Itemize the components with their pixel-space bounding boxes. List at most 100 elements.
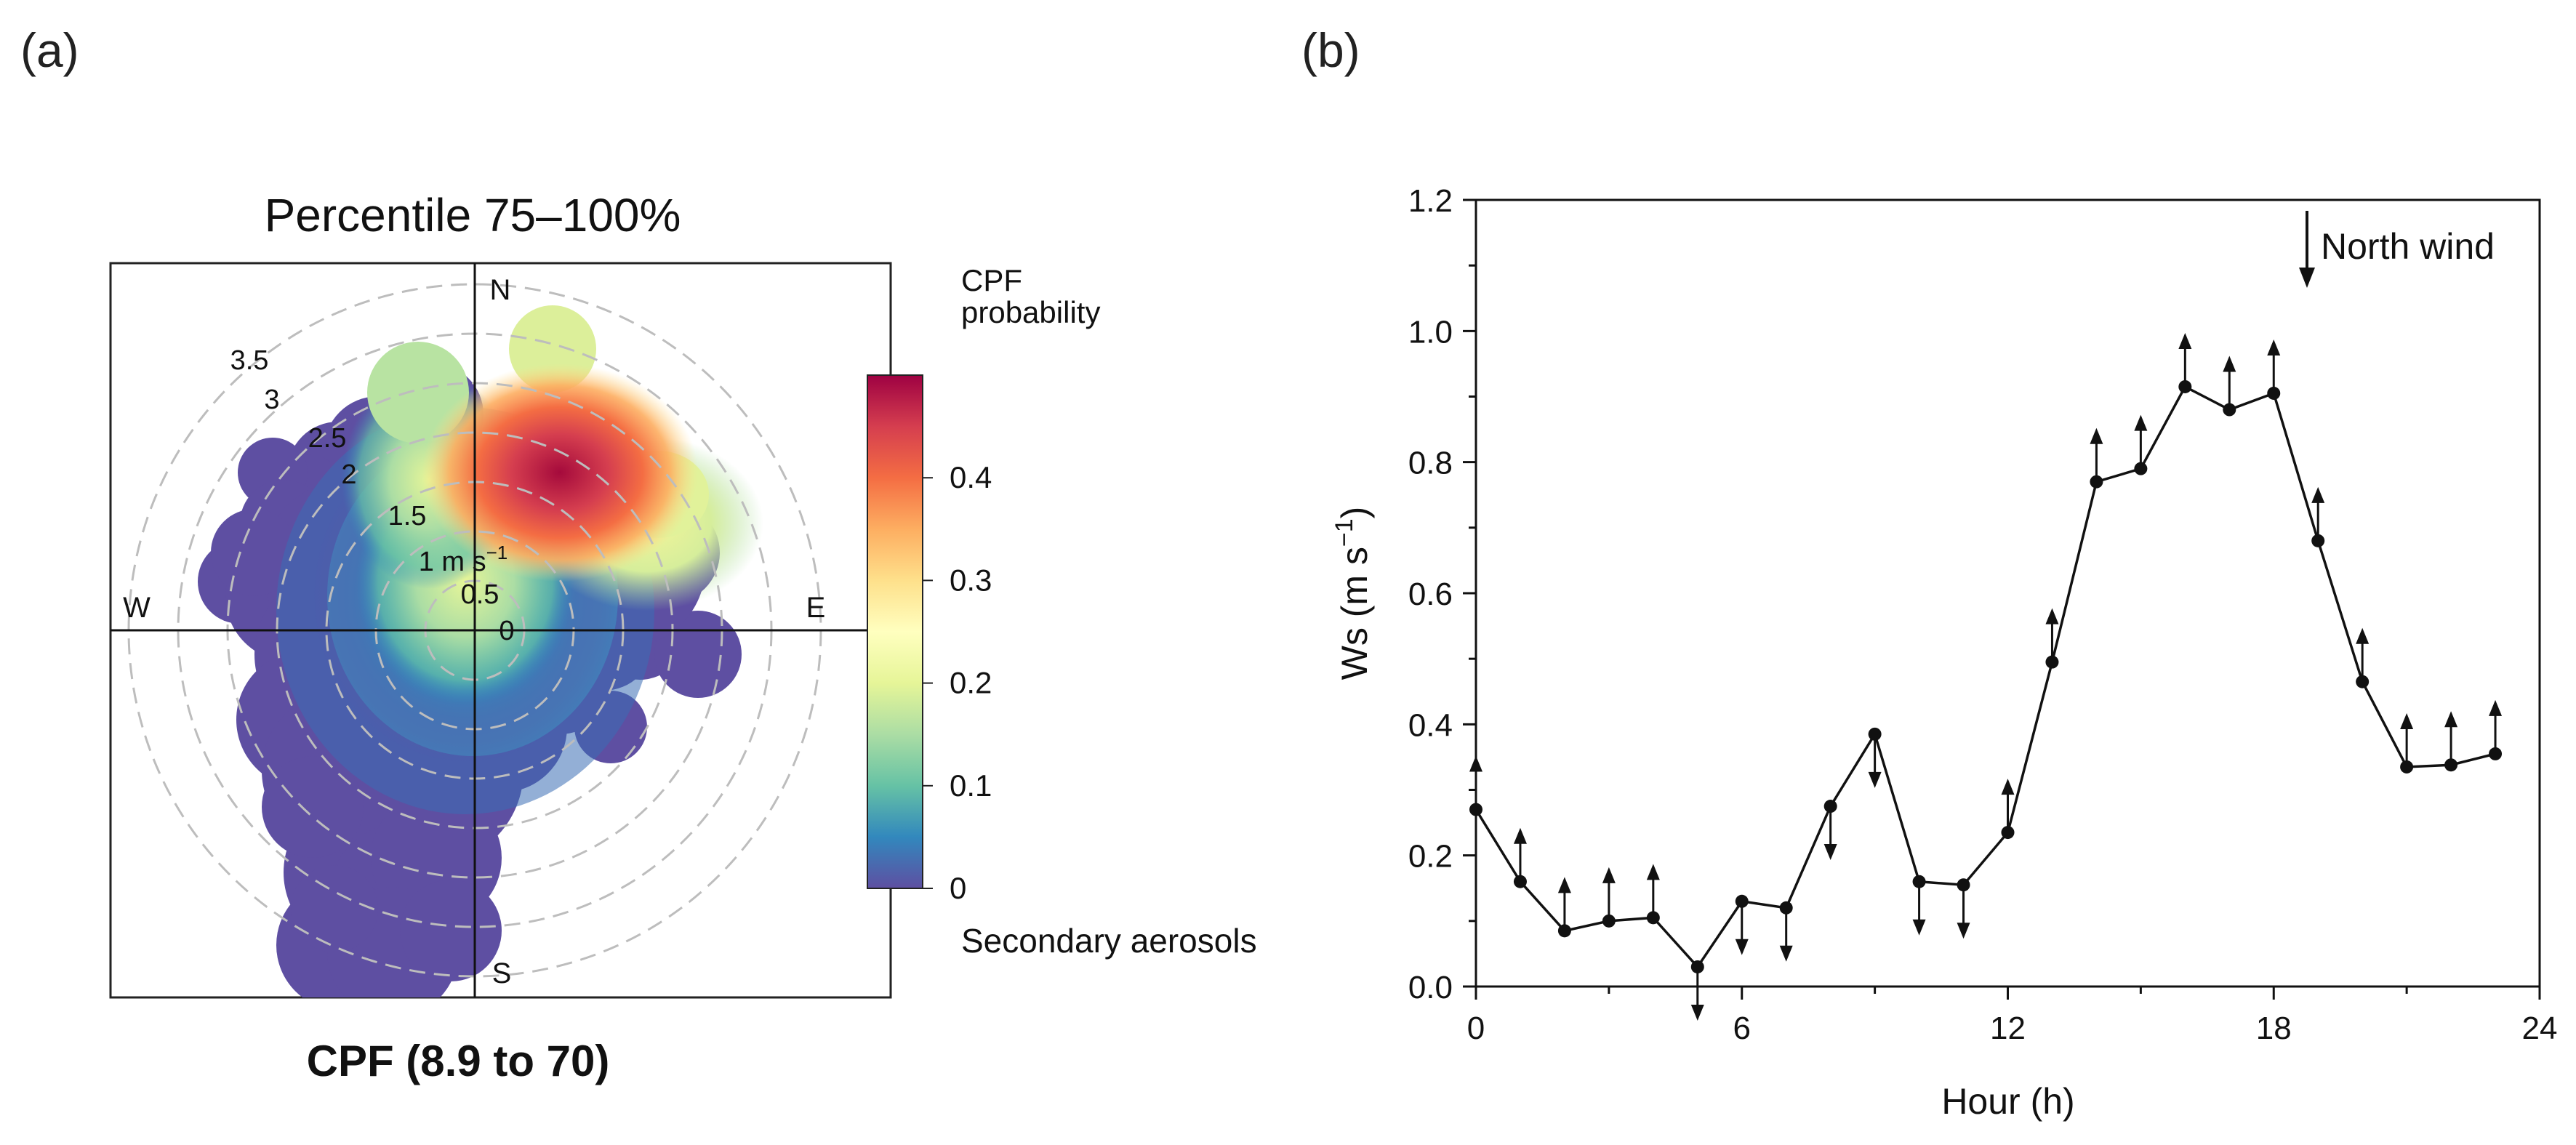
y-tick-label: 0.0 xyxy=(1408,970,1453,1005)
x-tick-label: 6 xyxy=(1733,1011,1751,1046)
ring-label-1: 1 m s−1 xyxy=(419,542,508,577)
y-tick-label: 0.4 xyxy=(1408,707,1453,743)
data-point xyxy=(1469,803,1482,816)
data-point xyxy=(2356,675,2370,688)
wind-arrow-head xyxy=(2223,355,2236,372)
data-point xyxy=(2223,403,2236,417)
y-tick-label: 0.2 xyxy=(1408,839,1453,875)
polar-title: Percentile 75–100% xyxy=(265,189,681,241)
wind-arrow-head xyxy=(1690,1004,1704,1021)
compass-west: W xyxy=(123,592,151,624)
ring-label-2: 2 xyxy=(341,459,356,490)
cpf-cell xyxy=(654,611,742,698)
y-tick-label: 1.2 xyxy=(1408,183,1453,219)
wind-arrow-head xyxy=(2178,332,2192,349)
colorbar-title-line2: probability xyxy=(961,295,1100,329)
wind-arrow-head xyxy=(1602,867,1616,883)
wind-arrow-head xyxy=(2444,711,2458,728)
colorbar-tick-label: 0.3 xyxy=(950,563,992,597)
wind-arrow-head xyxy=(1957,923,1970,939)
colorbar-tick-label: 0 xyxy=(950,871,966,905)
cpf-cell xyxy=(291,865,378,952)
x-axis-label: Hour (h) xyxy=(1941,1081,2074,1122)
data-point xyxy=(1823,800,1837,813)
legend-text: North wind xyxy=(2321,226,2495,267)
panel-b-label: (b) xyxy=(1301,23,1360,77)
wind-arrow-head xyxy=(2489,699,2503,716)
wind-arrow-head xyxy=(1779,945,1793,962)
x-tick-label: 24 xyxy=(2522,1011,2558,1046)
wind-arrow-head xyxy=(2001,779,2015,795)
wind-arrow-head xyxy=(2045,608,2059,624)
colorbar-footer: Secondary aerosols xyxy=(961,922,1257,960)
data-point xyxy=(1868,727,1882,741)
cpf-cell xyxy=(400,880,502,981)
ring-label-3-5: 3.5 xyxy=(230,345,269,376)
colorbar-tick-label: 0.1 xyxy=(950,768,992,803)
wind-speed-line xyxy=(1474,385,2496,969)
data-point xyxy=(2311,534,2325,547)
y-tick-label: 1.0 xyxy=(1408,314,1453,350)
y-tick-label: 0.8 xyxy=(1408,446,1453,481)
data-point xyxy=(2444,758,2458,772)
data-point xyxy=(1912,875,1926,888)
wind-arrow-head xyxy=(2090,427,2103,444)
x-tick-label: 18 xyxy=(2256,1011,2292,1046)
wind-arrow-head xyxy=(1735,939,1749,955)
data-point xyxy=(2267,386,2281,400)
compass-north: N xyxy=(490,274,511,306)
data-point xyxy=(1513,875,1527,888)
panel-a-label: (a) xyxy=(20,23,79,77)
wind-arrow-head xyxy=(2134,414,2148,431)
data-point xyxy=(1735,894,1749,908)
colorbar-tick-label: 0.4 xyxy=(950,460,992,494)
data-point xyxy=(1646,911,1660,925)
data-point xyxy=(1779,901,1793,915)
wind-arrow-head xyxy=(2400,712,2414,729)
data-point xyxy=(2134,462,2148,475)
data-point xyxy=(2489,747,2503,760)
y-axis-label: Ws (m s−1) xyxy=(1331,507,1375,680)
line-plot-frame xyxy=(1474,198,2541,988)
compass-east: E xyxy=(806,592,826,624)
colorbar-ticks: 0 0.1 0.2 0.3 0.4 xyxy=(923,460,992,905)
wind-arrow-head xyxy=(1868,771,1882,788)
wind-arrow-head xyxy=(1513,827,1527,844)
colorbar-title-line1: CPF xyxy=(961,263,1022,297)
wind-arrow-head xyxy=(2311,486,2325,503)
x-tick-label: 0 xyxy=(1467,1011,1485,1046)
ring-label-3: 3 xyxy=(264,385,279,415)
data-point xyxy=(2001,826,2015,840)
cpf-cell xyxy=(211,509,298,596)
wind-arrow-head xyxy=(1823,844,1837,861)
ring-label-0-5: 0.5 xyxy=(461,579,499,610)
colorbar-tick-label: 0.2 xyxy=(950,666,992,700)
cpf-cell xyxy=(262,756,364,858)
wind-arrow-head xyxy=(1469,755,1482,772)
line-chart: 0.0 0.2 0.4 0.6 0.8 1.0 1.2 0 6 12 18 24 xyxy=(1408,183,2558,1046)
wind-arrow-head xyxy=(1912,919,1926,936)
compass-south: S xyxy=(492,957,512,989)
wind-arrow-head xyxy=(1557,877,1571,893)
data-point xyxy=(1557,924,1571,938)
legend-arrow-head xyxy=(2299,268,2315,288)
data-point xyxy=(2045,655,2059,669)
x-tick-label: 12 xyxy=(1990,1011,2026,1046)
wind-arrow-head xyxy=(2356,627,2370,644)
ring-label-2-5: 2.5 xyxy=(308,423,347,454)
colorbar xyxy=(867,374,923,889)
cpf-hotspot-red xyxy=(422,363,698,582)
ring-label-1-5: 1.5 xyxy=(388,501,427,531)
data-point xyxy=(1957,878,1970,892)
data-point xyxy=(1690,960,1704,973)
y-tick-label: 0.6 xyxy=(1408,576,1453,612)
data-point xyxy=(2400,760,2414,774)
wind-arrow-head xyxy=(2267,339,2281,355)
polar-plot-area xyxy=(198,305,763,997)
data-point xyxy=(2090,475,2103,489)
data-point xyxy=(2178,379,2192,393)
data-point xyxy=(1602,914,1616,928)
ring-label-0: 0 xyxy=(499,616,514,646)
